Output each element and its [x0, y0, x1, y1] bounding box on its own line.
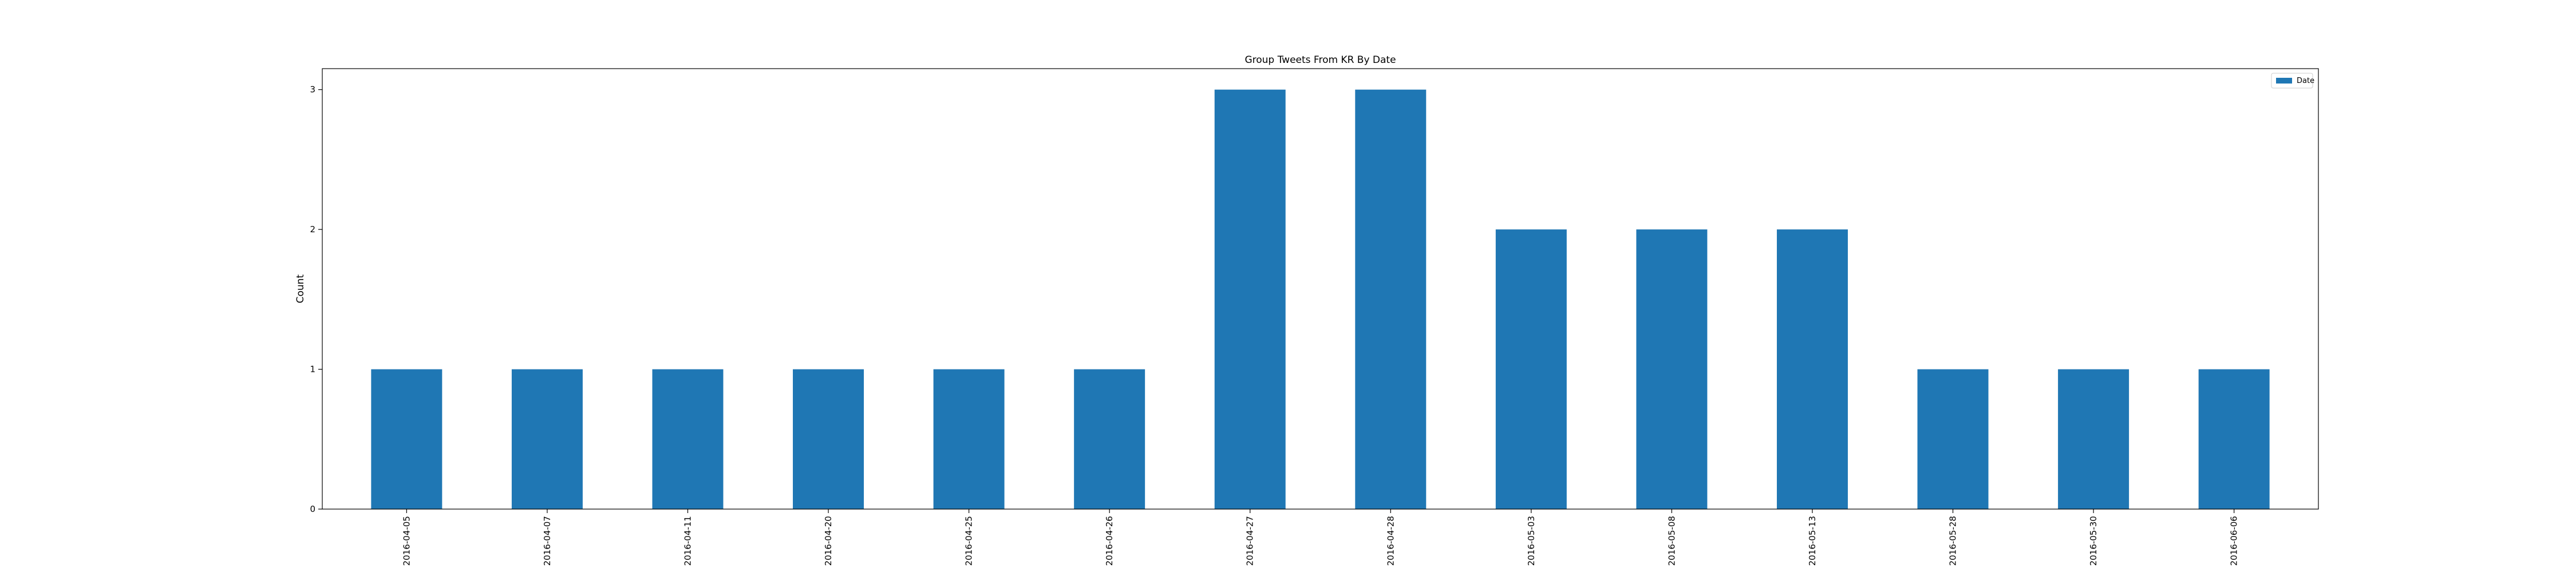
bar-2016-04-05 — [371, 369, 442, 509]
bar-2016-04-11 — [652, 369, 724, 509]
plot-frame — [322, 68, 2319, 510]
bar-2016-04-28 — [1355, 89, 1427, 509]
y-tick-label: 0 — [310, 504, 315, 514]
x-tick-label: 2016-04-07 — [542, 516, 552, 566]
x-tick-label: 2016-05-03 — [1526, 516, 1536, 566]
bar-2016-05-30 — [2058, 369, 2129, 509]
legend-label: Date — [2297, 77, 2314, 85]
chart-title: Group Tweets From KR By Date — [1244, 54, 1396, 66]
bar-2016-05-03 — [1495, 229, 1567, 509]
x-tick-label: 2016-05-13 — [1807, 516, 1818, 566]
y-tick-label: 1 — [310, 364, 315, 375]
x-tick-label: 2016-05-30 — [2088, 516, 2099, 566]
bar-2016-05-08 — [1636, 229, 1708, 509]
x-tick-label: 2016-04-25 — [964, 516, 974, 566]
plot-area — [322, 69, 2318, 509]
legend-swatch — [2276, 78, 2292, 84]
x-tick-label: 2016-04-20 — [823, 516, 833, 566]
x-tick-label: 2016-05-08 — [1666, 516, 1677, 566]
x-tick-label: 2016-06-06 — [2229, 516, 2239, 566]
x-tick-label: 2016-04-27 — [1245, 516, 1255, 566]
x-tick-label: 2016-04-11 — [682, 516, 693, 566]
x-tick-label: 2016-05-28 — [1948, 516, 1958, 566]
x-tick-label: 2016-04-05 — [401, 516, 412, 566]
y-tick-label: 3 — [310, 85, 315, 95]
bar-2016-06-06 — [2198, 369, 2270, 509]
y-axis-label: Count — [295, 274, 306, 303]
legend: Date — [2271, 73, 2314, 89]
bar-2016-04-25 — [933, 369, 1005, 509]
x-tick-label: 2016-04-26 — [1104, 516, 1115, 566]
bar-2016-05-13 — [1776, 229, 1848, 509]
bar-2016-04-26 — [1074, 369, 1145, 509]
bar-2016-04-07 — [511, 369, 583, 509]
bars-group — [371, 89, 2270, 509]
bar-2016-05-28 — [1917, 369, 1989, 509]
bar-2016-04-20 — [793, 369, 864, 509]
y-tick-label: 2 — [310, 224, 315, 235]
x-tick-label: 2016-04-28 — [1385, 516, 1396, 566]
bar-2016-04-27 — [1214, 89, 1286, 509]
ticks-group: 2016-04-05 2016-04-07 2016-04-11 2016-04-20… — [310, 85, 2239, 566]
